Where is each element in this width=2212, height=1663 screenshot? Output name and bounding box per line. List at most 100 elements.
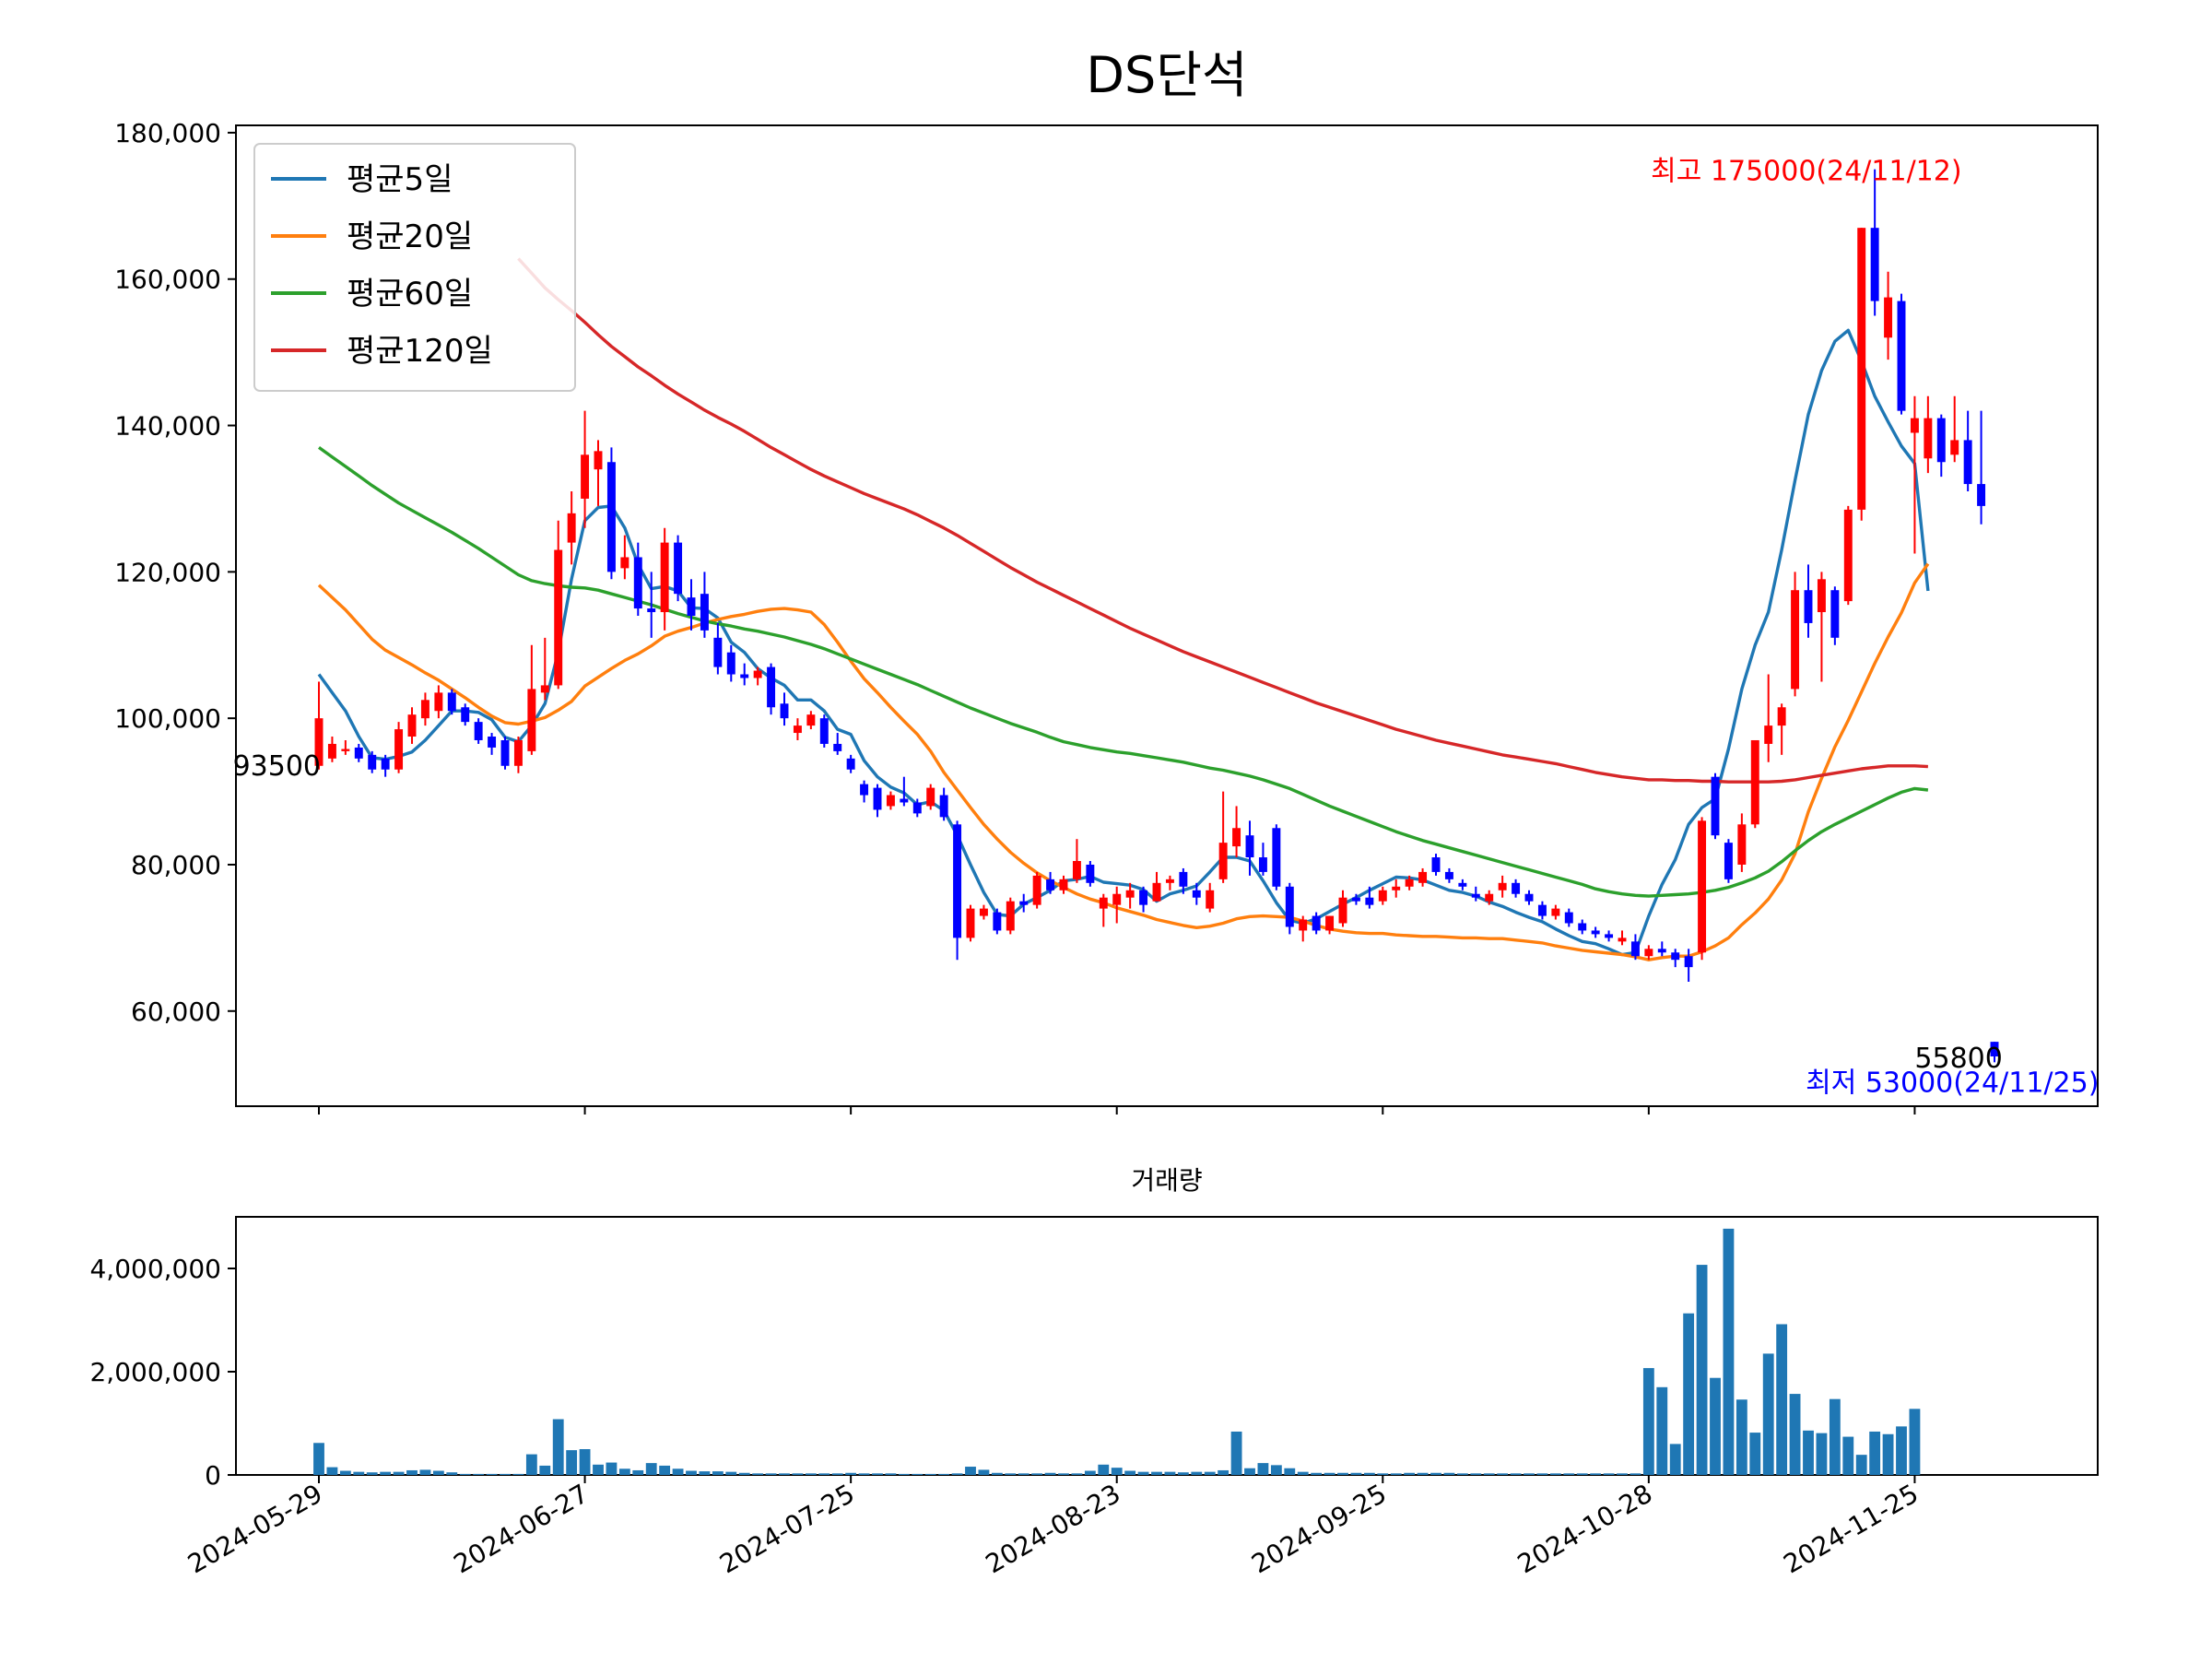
candle-body [1365,897,1374,905]
candle-body [1258,857,1267,872]
volume-bar [1483,1473,1495,1475]
volume-bar [632,1469,644,1475]
volume-y-tick-label: 2,000,000 [89,1357,221,1387]
candle-body [713,637,723,667]
volume-bar [579,1449,591,1475]
candle-body [1285,886,1294,927]
candle-body [1777,707,1786,726]
volume-bar [1177,1472,1189,1475]
candle-body [1551,908,1560,916]
candle-body [461,707,470,723]
candle-body [926,787,935,807]
volume-bar [1311,1472,1323,1475]
legend-label: 평균5일 [347,161,453,198]
volume-bar [1071,1473,1083,1475]
volume-bar [593,1464,604,1475]
chart-annotation: 최고 175000(24/11/12) [1651,156,1961,188]
candle-body [1804,590,1813,623]
candle-body [1524,893,1534,902]
candle-body [687,597,696,616]
price-plot-frame [235,124,2099,1107]
candle-body [1431,857,1441,872]
candle-body [1498,882,1507,890]
volume-bar [1536,1473,1548,1475]
volume-y-tick-label: 4,000,000 [89,1254,221,1284]
volume-bar [765,1473,777,1475]
candle-body [1099,897,1108,909]
candle-body [1990,1042,1999,1057]
volume-bar [686,1470,697,1475]
volume-bar [898,1473,910,1475]
candle-body [1032,875,1041,905]
candle-body [1564,912,1573,924]
volume-bar [699,1471,711,1475]
candle-body [1086,864,1095,883]
candle-body [1684,956,1693,968]
candle-body [939,795,948,818]
candle-body [1644,949,1653,957]
candle-body [886,795,895,807]
candle-body [1977,484,1986,506]
candle-body [1591,930,1600,935]
volume-bar [712,1471,724,1475]
volume-bar [1617,1473,1628,1475]
volume-bar [1696,1265,1708,1475]
candle-body [354,747,363,759]
volume-bar [459,1473,471,1475]
chart-annotation: 93500 [233,750,321,783]
candle-body [1671,952,1680,961]
volume-bar [951,1473,963,1475]
price-y-tick-label: 160,000 [114,265,221,295]
legend-label: 평균120일 [347,333,493,370]
volume-bar [1723,1228,1735,1475]
candle-body [447,692,456,712]
volume-bar [313,1443,324,1475]
volume-bar [473,1473,485,1475]
candle-body [1418,871,1428,883]
price-y-tick-label: 120,000 [114,557,221,587]
candle-body [1537,904,1547,916]
volume-bar [845,1472,857,1475]
volume-bar [1735,1399,1747,1475]
candle-body [846,758,855,770]
volume-bar [965,1467,976,1475]
volume-bar [1350,1472,1362,1475]
volume-bar [326,1467,338,1475]
ma-line-평균120일 [517,257,1928,784]
candle-body [1843,509,1853,602]
candle-body [780,703,789,719]
volume-bar [1909,1409,1921,1475]
candle-body [1817,579,1826,613]
volume-bar [1005,1473,1017,1475]
candle-body [1884,297,1893,338]
candle-body [1405,879,1414,887]
candle-body [1791,590,1800,690]
volume-bar [1137,1471,1149,1475]
candle-body [1924,418,1933,459]
candle-body [1830,590,1840,638]
candle-body [527,689,536,751]
candle-body [793,725,802,734]
candle-body [1218,843,1228,879]
volume-chart-title: 거래량 [1131,1165,1202,1196]
candle-body [1325,915,1335,931]
candle-body [1857,228,1866,510]
candle-body [381,758,390,770]
candle-body [1485,893,1494,902]
volume-bar [1497,1473,1509,1475]
candle-body [368,754,377,770]
volume-bar [1882,1433,1894,1475]
price-y-tick-label: 80,000 [131,850,221,880]
volume-bar [1710,1377,1721,1475]
volume-bar [872,1473,883,1475]
volume-bar [1683,1313,1695,1475]
volume-bar [1816,1433,1828,1475]
volume-bar [1762,1353,1774,1475]
volume-bar [779,1473,790,1475]
candle-body [966,908,975,938]
legend-frame [253,143,576,392]
candle-body [979,908,988,916]
candle-body [1444,871,1453,879]
